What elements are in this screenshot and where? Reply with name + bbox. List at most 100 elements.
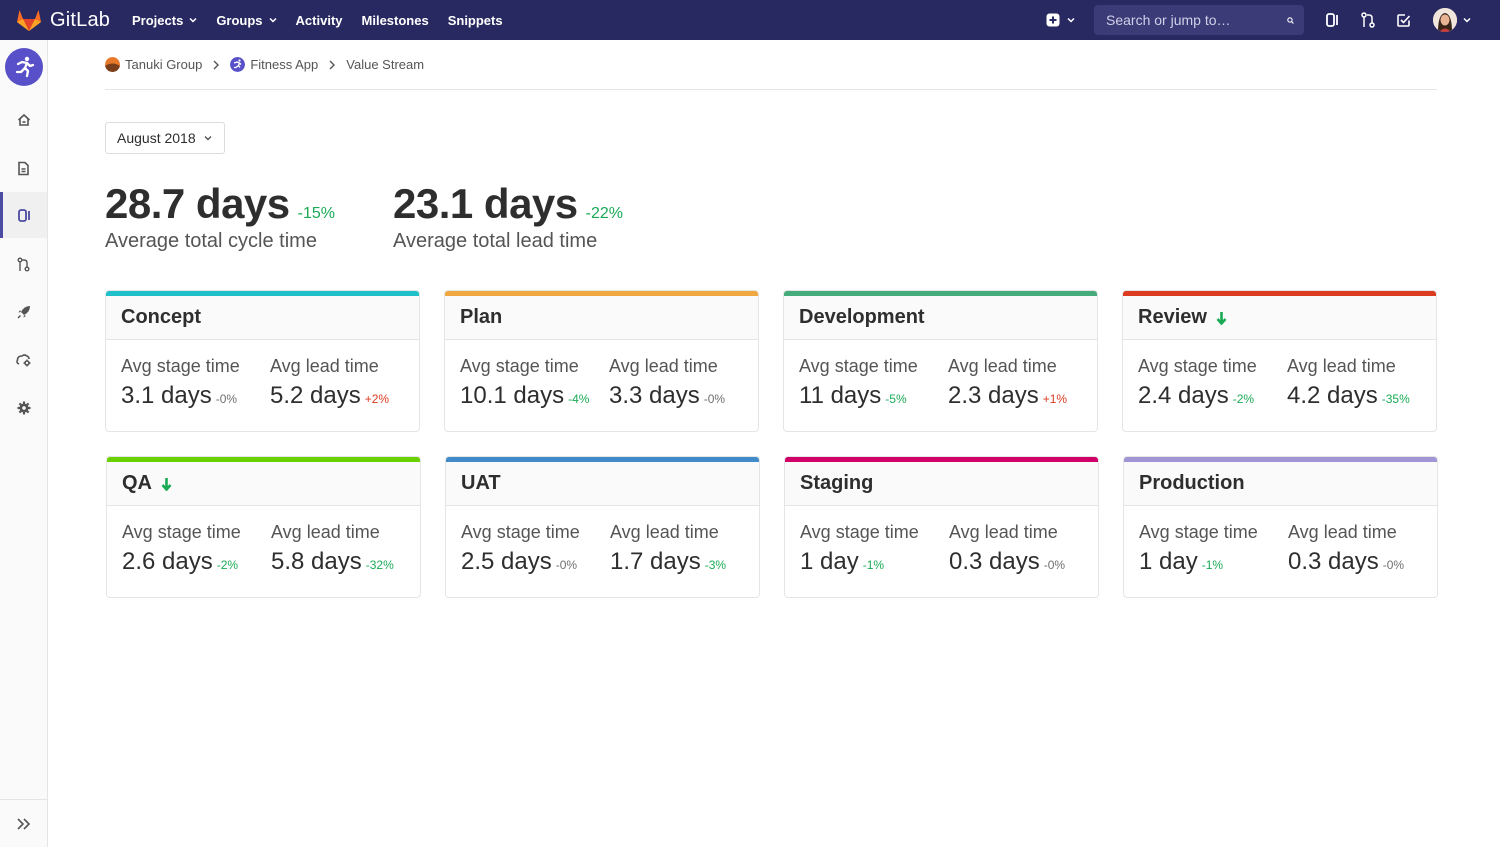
lead-time-label: Avg lead time [610, 522, 719, 542]
stage-header: Plan [445, 296, 758, 340]
stage-card[interactable]: UAT Avg stage time 2.5 days -0% Avg lead tim… [445, 456, 760, 598]
lead-time-label: Avg lead time [1287, 356, 1396, 376]
chevron-down-icon [204, 136, 212, 141]
stage-title: Concept [121, 306, 201, 328]
stage-header: Development [784, 296, 1097, 340]
stage-title: QA [122, 472, 152, 494]
metric-value: 28.7 days [105, 180, 290, 227]
double-chevron-right-icon [16, 817, 30, 830]
issues-icon [18, 208, 30, 222]
runner-icon [15, 56, 35, 78]
stage-card[interactable]: Production Avg stage time 1 day -1% Avg lead… [1123, 456, 1438, 598]
stage-time-value-row: 2.5 days -0% [461, 548, 610, 576]
lead-time-value: 4.2 days [1287, 382, 1378, 409]
sidebar-item-merge-requests[interactable] [0, 241, 47, 287]
month-dropdown[interactable]: August 2018 [105, 122, 225, 154]
issues-icon[interactable] [1324, 11, 1342, 29]
lead-time-change: -0% [1382, 558, 1405, 572]
lead-time-value-row: 4.2 days -35% [1287, 382, 1436, 410]
lead-time-value: 0.3 days [949, 548, 1040, 575]
stage-card[interactable]: Review Avg stage time 2.4 days -2% Avg lead … [1122, 290, 1437, 432]
new-dropdown-button[interactable] [1046, 13, 1075, 27]
stage-time-change: -2% [1232, 392, 1255, 406]
nav-snippets[interactable]: Snippets [447, 12, 503, 28]
stage-time-change: -4% [568, 392, 590, 406]
stage-time-value-row: 2.6 days -2% [122, 548, 271, 576]
breadcrumb-current[interactable]: Value Stream [346, 57, 424, 72]
stage-body: Avg stage time 1 day -1% Avg lead time 0.3 d… [785, 506, 1098, 576]
stage-card[interactable]: Development Avg stage time 11 days -5% Avg l… [783, 290, 1098, 432]
gitlab-home-link[interactable]: GitLab [16, 8, 132, 32]
breadcrumb: Tanuki Group Fitness App Value Stream [105, 40, 1437, 90]
lead-time-col: Avg lead time 5.2 days +2% [270, 356, 419, 410]
stage-time-value-row: 3.1 days -0% [121, 382, 270, 410]
breadcrumb-group[interactable]: Tanuki Group [105, 57, 202, 72]
merge-request-icon[interactable] [1359, 11, 1377, 29]
lead-time-col: Avg lead time 5.8 days -32% [271, 522, 420, 576]
stage-time-label: Avg stage time [122, 522, 241, 542]
arrow-down-icon [1216, 311, 1227, 325]
lead-time-metric: 23.1 days -22% Average total lead time [393, 180, 623, 253]
lead-time-value-row: 2.3 days +1% [948, 382, 1097, 410]
search-box[interactable] [1094, 5, 1304, 35]
sidebar-item-project[interactable] [0, 97, 47, 143]
rocket-icon [17, 306, 30, 319]
sidebar-item-issues[interactable] [0, 192, 47, 238]
sidebar-collapse-button[interactable] [0, 799, 47, 847]
user-menu[interactable] [1433, 8, 1471, 32]
stage-card[interactable]: QA Avg stage time 2.6 days -2% Avg lead time… [106, 456, 421, 598]
stage-time-col: Avg stage time 1 day -1% [800, 522, 949, 576]
lead-time-value-row: 5.2 days +2% [270, 382, 419, 410]
stage-time-value: 11 days [799, 382, 882, 409]
lead-time-value: 5.8 days [271, 548, 362, 575]
stage-header: Review [1123, 296, 1436, 340]
lead-time-col: Avg lead time 1.7 days -3% [610, 522, 759, 576]
stage-time-value-row: 2.4 days -2% [1138, 382, 1287, 410]
nav-projects[interactable]: Projects [132, 13, 197, 28]
metric-label: Average total lead time [393, 230, 598, 252]
sidebar-item-repository[interactable] [0, 145, 47, 191]
stage-time-value: 2.5 days [461, 548, 552, 575]
breadcrumb-project[interactable]: Fitness App [230, 57, 318, 72]
stage-time-label: Avg stage time [800, 522, 919, 542]
nav-groups[interactable]: Groups [216, 13, 277, 28]
stage-body: Avg stage time 1 day -1% Avg lead time 0.3 d… [1124, 506, 1437, 576]
lead-time-label: Avg lead time [270, 356, 379, 376]
stage-time-label: Avg stage time [461, 522, 580, 542]
search-input[interactable] [1106, 12, 1287, 28]
lead-time-label: Avg lead time [949, 522, 1058, 542]
stage-card[interactable]: Plan Avg stage time 10.1 days -4% Avg lead t… [444, 290, 759, 432]
stage-title: Staging [800, 472, 874, 494]
month-dropdown-label: August 2018 [117, 130, 196, 146]
stage-time-label: Avg stage time [460, 356, 579, 376]
merge-request-icon [17, 257, 30, 271]
stage-time-value: 2.4 days [1138, 382, 1229, 409]
sidebar-item-settings[interactable] [0, 385, 47, 431]
stage-time-col: Avg stage time 1 day -1% [1139, 522, 1288, 576]
nav-activity[interactable]: Activity [295, 12, 343, 28]
lead-time-col: Avg lead time 0.3 days -0% [1288, 522, 1437, 576]
metric-change: -22% [585, 205, 624, 222]
stage-time-value: 2.6 days [122, 548, 213, 575]
stage-color-bar [784, 291, 1097, 296]
stage-time-label: Avg stage time [1139, 522, 1258, 542]
stage-time-value-row: 1 day -1% [800, 548, 949, 576]
search-icon[interactable] [1287, 14, 1294, 27]
stage-card[interactable]: Staging Avg stage time 1 day -1% Avg lead ti… [784, 456, 1099, 598]
stage-color-bar [445, 291, 758, 296]
sidebar-item-operations[interactable] [0, 337, 47, 383]
project-avatar[interactable] [5, 48, 43, 86]
lead-time-value: 3.3 days [609, 382, 700, 409]
lead-time-change: -32% [365, 558, 394, 572]
stage-time-label: Avg stage time [121, 356, 240, 376]
lead-time-change: -0% [1043, 558, 1066, 572]
lead-time-label: Avg lead time [948, 356, 1057, 376]
stage-header: UAT [446, 462, 759, 506]
stage-header: Staging [785, 462, 1098, 506]
stage-card[interactable]: Concept Avg stage time 3.1 days -0% Avg lead… [105, 290, 420, 432]
nav-milestones[interactable]: Milestones [361, 12, 429, 28]
settings-icon [17, 401, 30, 415]
sidebar-item-cicd[interactable] [0, 289, 47, 335]
todo-icon[interactable] [1394, 11, 1412, 29]
stage-color-bar [106, 291, 419, 296]
